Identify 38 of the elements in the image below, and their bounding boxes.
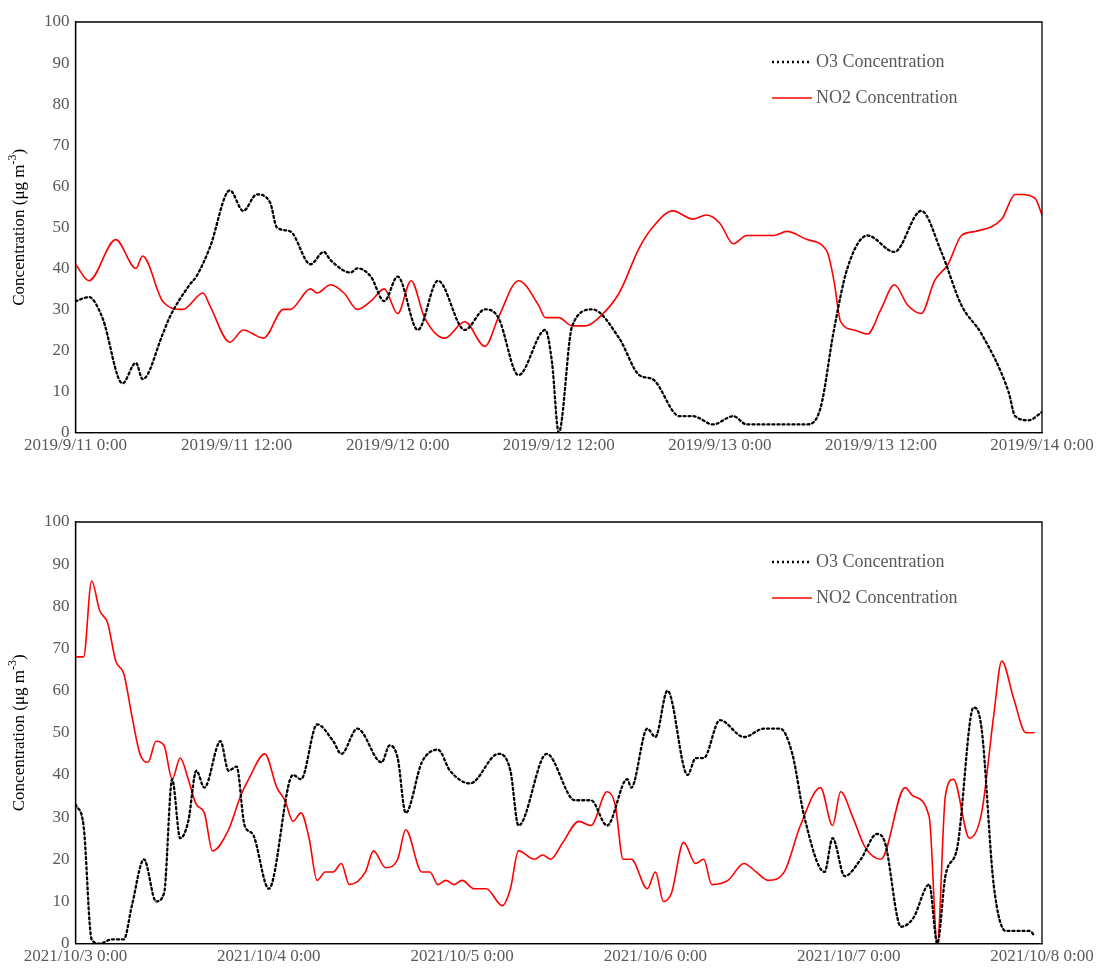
y-tick-label: 30 — [52, 806, 70, 826]
y-axis-title: Concentration (μg m-3) — [5, 148, 29, 306]
x-tick-label: 2021/10/4 0:00 — [217, 946, 321, 966]
y-tick-label: 70 — [52, 134, 70, 154]
y-axis-title: Concentration (μg m-3) — [5, 654, 29, 812]
legend-label: O3 Concentration — [816, 50, 945, 71]
y-tick-label: 40 — [52, 257, 70, 277]
y-tick-label: 90 — [52, 52, 70, 72]
y-tick-label: 50 — [52, 722, 70, 742]
x-tick-label: 2021/10/6 0:00 — [603, 946, 708, 966]
y-tick-label: 100 — [44, 511, 70, 531]
y-tick-label: 60 — [52, 175, 70, 195]
x-tick-label: 2021/10/5 0:00 — [410, 946, 514, 966]
x-tick-label: 2019/9/12 0:00 — [345, 435, 450, 455]
y-tick-label: 100 — [44, 11, 70, 31]
y-tick-label: 80 — [52, 595, 70, 615]
x-tick-label: 2021/10/8 0:00 — [990, 946, 1094, 966]
y-tick-label: 60 — [52, 680, 70, 700]
y-tick-label: 70 — [52, 637, 70, 657]
x-tick-label: 2019/9/11 12:00 — [180, 435, 293, 455]
y-tick-label: 50 — [52, 216, 70, 236]
line-series — [75, 193, 1042, 348]
x-tick-label: 2021/10/7 0:00 — [796, 946, 901, 966]
x-tick-label: 2019/9/14 0:00 — [990, 435, 1094, 455]
y-tick-label: 90 — [52, 553, 70, 573]
y-tick-label: 10 — [52, 890, 70, 910]
y-tick-label: 40 — [52, 764, 70, 784]
x-tick-label: 2019/9/13 12:00 — [824, 435, 937, 455]
y-tick-label: 20 — [52, 848, 70, 868]
legend-label: NO2 Concentration — [816, 86, 958, 107]
x-tick-label: 2019/9/13 0:00 — [668, 435, 772, 455]
y-tick-label: 10 — [52, 381, 70, 401]
y-tick-label: 20 — [52, 339, 70, 359]
x-tick-label: 2019/9/12 12:00 — [502, 435, 615, 455]
legend-label: NO2 Concentration — [816, 586, 958, 607]
legend-label: O3 Concentration — [816, 550, 945, 571]
y-tick-label: 80 — [52, 93, 70, 113]
y-tick-label: 30 — [52, 298, 70, 318]
